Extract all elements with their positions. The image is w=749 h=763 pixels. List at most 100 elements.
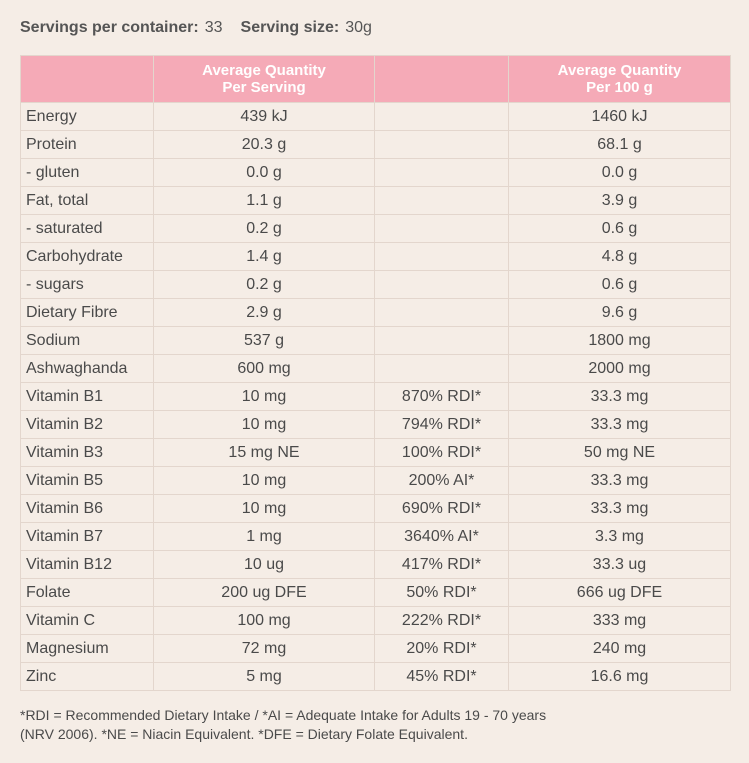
table-row: Vitamin B3 15 mg NE 100% RDI* 50 mg NE	[20, 438, 731, 467]
per-100g-value: 4.8 g	[508, 242, 731, 271]
table-row: Magnesium 72 mg 20% RDI* 240 mg	[20, 634, 731, 663]
per-serving-value: 1.1 g	[153, 186, 375, 215]
nutrient-name: - saturated	[20, 214, 154, 243]
rdi-value	[374, 298, 509, 327]
table-row: Fat, total 1.1 g 3.9 g	[20, 186, 731, 215]
nutrient-name: Folate	[20, 578, 154, 607]
per-100g-value: 16.6 mg	[508, 662, 731, 691]
nutrient-name: Ashwaghanda	[20, 354, 154, 383]
per-100g-value: 3.9 g	[508, 186, 731, 215]
table-row: Carbohydrate 1.4 g 4.8 g	[20, 242, 731, 271]
nutrient-name: Zinc	[20, 662, 154, 691]
header-per-serving: Average Quantity Per Serving	[153, 55, 375, 103]
rdi-value: 690% RDI*	[374, 494, 509, 523]
nutrient-name: Energy	[20, 102, 154, 131]
per-100g-value: 50 mg NE	[508, 438, 731, 467]
per-serving-value: 1.4 g	[153, 242, 375, 271]
rdi-value	[374, 242, 509, 271]
table-row: - saturated 0.2 g 0.6 g	[20, 214, 731, 243]
table-row: Zinc 5 mg 45% RDI* 16.6 mg	[20, 662, 731, 691]
footnote: *RDI = Recommended Dietary Intake / *AI …	[20, 706, 720, 744]
per-100g-value: 0.6 g	[508, 214, 731, 243]
per-100g-value: 3.3 mg	[508, 522, 731, 551]
per-serving-value: 10 mg	[153, 382, 375, 411]
rdi-value: 45% RDI*	[374, 662, 509, 691]
nutrition-table: Average Quantity Per Serving Average Qua…	[20, 55, 731, 691]
per-100g-value: 1800 mg	[508, 326, 731, 355]
per-serving-value: 537 g	[153, 326, 375, 355]
rdi-value: 794% RDI*	[374, 410, 509, 439]
rdi-value	[374, 354, 509, 383]
serving-size-value: 30g	[345, 19, 372, 36]
table-row: Energy 439 kJ 1460 kJ	[20, 102, 731, 131]
table-row: - gluten 0.0 g 0.0 g	[20, 158, 731, 187]
header-rdi	[374, 55, 509, 103]
rdi-value: 50% RDI*	[374, 578, 509, 607]
table-row: Vitamin C 100 mg 222% RDI* 333 mg	[20, 606, 731, 635]
per-100g-value: 1460 kJ	[508, 102, 731, 131]
rdi-value: 200% AI*	[374, 466, 509, 495]
rdi-value	[374, 102, 509, 131]
nutrient-name: - sugars	[20, 270, 154, 299]
per-serving-value: 10 mg	[153, 494, 375, 523]
nutrient-name: Vitamin B5	[20, 466, 154, 495]
rdi-value	[374, 130, 509, 159]
table-row: Vitamin B5 10 mg 200% AI* 33.3 mg	[20, 466, 731, 495]
table-header-row: Average Quantity Per Serving Average Qua…	[20, 55, 731, 103]
per-serving-value: 10 mg	[153, 466, 375, 495]
per-100g-value: 68.1 g	[508, 130, 731, 159]
footnote-line-2: (NRV 2006). *NE = Niacin Equivalent. *DF…	[20, 726, 468, 742]
per-serving-value: 20.3 g	[153, 130, 375, 159]
table-row: Sodium 537 g 1800 mg	[20, 326, 731, 355]
per-serving-value: 0.2 g	[153, 214, 375, 243]
table-row: Vitamin B6 10 mg 690% RDI* 33.3 mg	[20, 494, 731, 523]
table-row: Dietary Fibre 2.9 g 9.6 g	[20, 298, 731, 327]
per-serving-value: 600 mg	[153, 354, 375, 383]
table-row: Ashwaghanda 600 mg 2000 mg	[20, 354, 731, 383]
per-100g-value: 9.6 g	[508, 298, 731, 327]
nutrient-name: Magnesium	[20, 634, 154, 663]
per-100g-value: 33.3 mg	[508, 382, 731, 411]
serving-info: Servings per container: 33 Serving size: 30…	[20, 16, 372, 40]
footnote-line-1: *RDI = Recommended Dietary Intake / *AI …	[20, 707, 547, 723]
rdi-value	[374, 186, 509, 215]
table-row: Vitamin B2 10 mg 794% RDI* 33.3 mg	[20, 410, 731, 439]
per-100g-value: 33.3 mg	[508, 410, 731, 439]
per-serving-value: 72 mg	[153, 634, 375, 663]
nutrient-name: Vitamin B6	[20, 494, 154, 523]
nutrient-name: Vitamin B7	[20, 522, 154, 551]
table-row: Vitamin B1 10 mg 870% RDI* 33.3 mg	[20, 382, 731, 411]
nutrient-name: Carbohydrate	[20, 242, 154, 271]
nutrient-name: Fat, total	[20, 186, 154, 215]
per-serving-value: 0.2 g	[153, 270, 375, 299]
header-per-100g: Average Quantity Per 100 g	[508, 55, 731, 103]
rdi-value	[374, 214, 509, 243]
rdi-value	[374, 326, 509, 355]
per-100g-value: 33.3 mg	[508, 466, 731, 495]
per-serving-value: 100 mg	[153, 606, 375, 635]
rdi-value: 870% RDI*	[374, 382, 509, 411]
table-row: Vitamin B7 1 mg 3640% AI* 3.3 mg	[20, 522, 731, 551]
nutrient-name: Vitamin B1	[20, 382, 154, 411]
nutrient-name: Vitamin B3	[20, 438, 154, 467]
per-100g-value: 0.6 g	[508, 270, 731, 299]
table-row: - sugars 0.2 g 0.6 g	[20, 270, 731, 299]
serving-size-label: Serving size:	[240, 19, 340, 36]
header-per-100g-label: Average Quantity Per 100 g	[557, 62, 682, 96]
per-100g-value: 0.0 g	[508, 158, 731, 187]
per-100g-value: 666 ug DFE	[508, 578, 731, 607]
per-100g-value: 33.3 mg	[508, 494, 731, 523]
per-serving-value: 0.0 g	[153, 158, 375, 187]
rdi-value	[374, 270, 509, 299]
per-serving-value: 5 mg	[153, 662, 375, 691]
rdi-value: 3640% AI*	[374, 522, 509, 551]
per-serving-value: 15 mg NE	[153, 438, 375, 467]
per-serving-value: 439 kJ	[153, 102, 375, 131]
per-serving-value: 10 ug	[153, 550, 375, 579]
rdi-value: 100% RDI*	[374, 438, 509, 467]
table-row: Vitamin B12 10 ug 417% RDI* 33.3 ug	[20, 550, 731, 579]
per-serving-value: 200 ug DFE	[153, 578, 375, 607]
rdi-value: 222% RDI*	[374, 606, 509, 635]
nutrient-name: Vitamin C	[20, 606, 154, 635]
nutrient-name: Dietary Fibre	[20, 298, 154, 327]
